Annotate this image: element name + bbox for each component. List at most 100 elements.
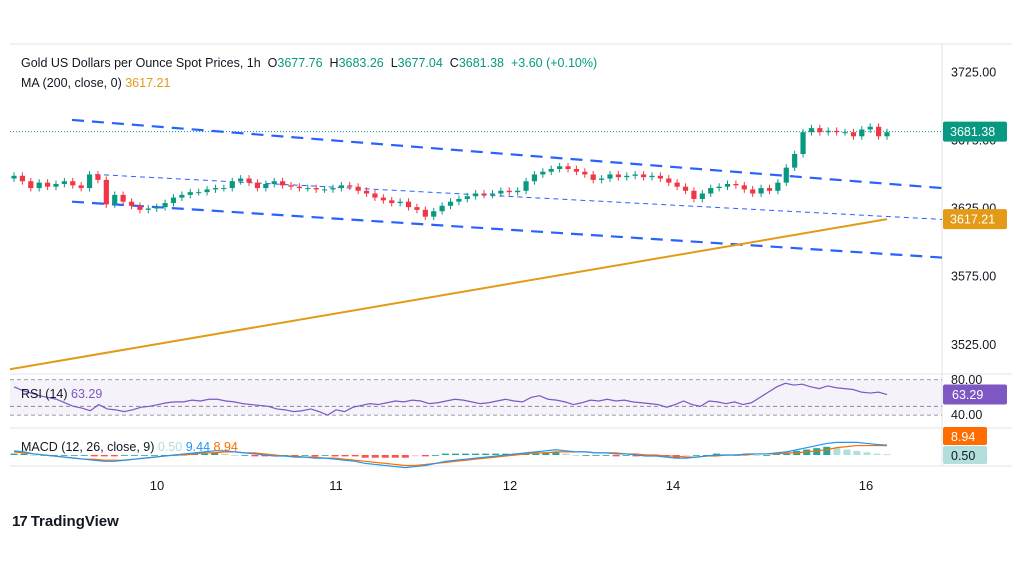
candle-body (632, 174, 638, 176)
candle-body (338, 185, 344, 189)
low-value: 3677.04 (397, 56, 443, 70)
macd-hist-bar (472, 453, 480, 455)
candle-body (422, 209, 428, 217)
macd-hist-bar (381, 455, 389, 458)
candle-body (657, 175, 663, 179)
macd-hist-bar (301, 455, 309, 456)
candle-body (456, 198, 462, 202)
candle-body (834, 130, 840, 133)
candle-body (682, 186, 689, 191)
macd-hist-bar (50, 455, 58, 456)
macd-hist-bar (682, 455, 690, 457)
time-axis-label: 11 (329, 478, 343, 493)
price-axis-label: 3525.00 (951, 338, 996, 352)
candle-body (405, 201, 412, 208)
tradingview-brand-text: TradingView (30, 513, 119, 530)
macd-hist-badge-text: 0.50 (951, 449, 975, 463)
rsi-legend: RSI (14) 63.29 (21, 387, 102, 401)
channel-upper-line (71, 118, 943, 190)
macd-hist-bar (311, 455, 319, 457)
candle-body (61, 181, 67, 184)
candle-body (573, 168, 580, 172)
candle-body (716, 186, 722, 189)
candle-body (313, 188, 319, 190)
macd-hist-bar (632, 455, 640, 457)
high-label: H (329, 56, 339, 70)
candles-group (11, 123, 890, 221)
candle-body (649, 175, 655, 178)
candle-body (363, 190, 370, 194)
candle-body (70, 181, 76, 186)
macd-hist-bar (502, 453, 510, 455)
macd-signal-badge-text: 8.94 (951, 430, 975, 444)
candle-body (179, 194, 185, 198)
ma-legend: MA (200, close, 0) 3617.21 (21, 76, 170, 90)
candle-body (607, 174, 613, 179)
macd-signal-badge-bg (943, 427, 987, 445)
macd-hist-bar (241, 455, 249, 456)
macd-hist-bar (813, 448, 821, 455)
candle-body (792, 154, 798, 168)
macd-hist-bar (883, 454, 891, 456)
macd-hist-bar (602, 455, 610, 456)
macd-hist-bar (120, 455, 128, 456)
open-value: 3677.76 (277, 56, 323, 70)
macd-hist-bar (482, 453, 490, 455)
time-axis-label: 12 (503, 478, 517, 493)
high-value: 3683.26 (338, 56, 384, 70)
macd-hist-bar (863, 452, 871, 455)
candle-body (590, 174, 596, 180)
candle-body (481, 193, 487, 195)
candle-body (103, 179, 109, 205)
rsi-band (10, 379, 942, 416)
rsi-line (13, 382, 888, 416)
candle-body (733, 183, 739, 186)
macd-hist-bar (30, 455, 38, 456)
candle-body (347, 185, 353, 187)
candle-body (699, 193, 705, 199)
candle-body (414, 207, 420, 210)
macd-hist-bar (231, 455, 239, 456)
candle-body (615, 174, 621, 178)
macd-hist-bar (211, 452, 219, 455)
rsi-badge-text: 63.29 (952, 388, 983, 402)
rsi-legend-value: 63.29 (71, 387, 103, 401)
candle-body (330, 188, 336, 190)
macd-legend-hist: 0.50 (157, 440, 183, 454)
candle-body (196, 192, 202, 194)
macd-hist-bar (401, 455, 409, 458)
candle-body (355, 186, 361, 191)
macd-hist-bar (462, 453, 470, 455)
candle-body (750, 189, 756, 194)
macd-hist-bar (251, 455, 259, 457)
candle-body (783, 167, 789, 183)
candle-body (221, 188, 227, 190)
macd-hist-bar (150, 455, 158, 456)
candle-body (691, 190, 697, 199)
candle-body (624, 175, 630, 178)
candle-body (515, 190, 521, 193)
candle-body (120, 194, 126, 202)
candle-body (145, 208, 151, 210)
price-axis-label: 3575.00 (951, 270, 996, 284)
open-label: O (267, 56, 278, 70)
candle-body (288, 185, 294, 187)
macd-legend-label: MACD (12, 26, close, 9) (21, 440, 155, 454)
macd-hist-bar (321, 455, 329, 456)
time-axis-label: 10 (150, 478, 164, 493)
macd-hist-bar (70, 455, 78, 456)
price-axis-label: 3725.00 (951, 65, 996, 79)
macd-hist-bar (592, 455, 600, 456)
candle-body (36, 182, 42, 189)
macd-hist-bar (80, 455, 88, 456)
macd-hist-bar (853, 450, 861, 455)
candle-body (800, 132, 806, 154)
candle-body (489, 193, 496, 195)
candle-body (112, 194, 118, 205)
candle-body (389, 200, 395, 204)
candle-body (506, 190, 512, 193)
rsi-legend-label: RSI (14) (21, 387, 68, 401)
symbol-name: Gold US Dollars per Ounce Spot Prices (21, 56, 240, 70)
candle-body (271, 181, 277, 184)
candle-body (741, 185, 747, 190)
